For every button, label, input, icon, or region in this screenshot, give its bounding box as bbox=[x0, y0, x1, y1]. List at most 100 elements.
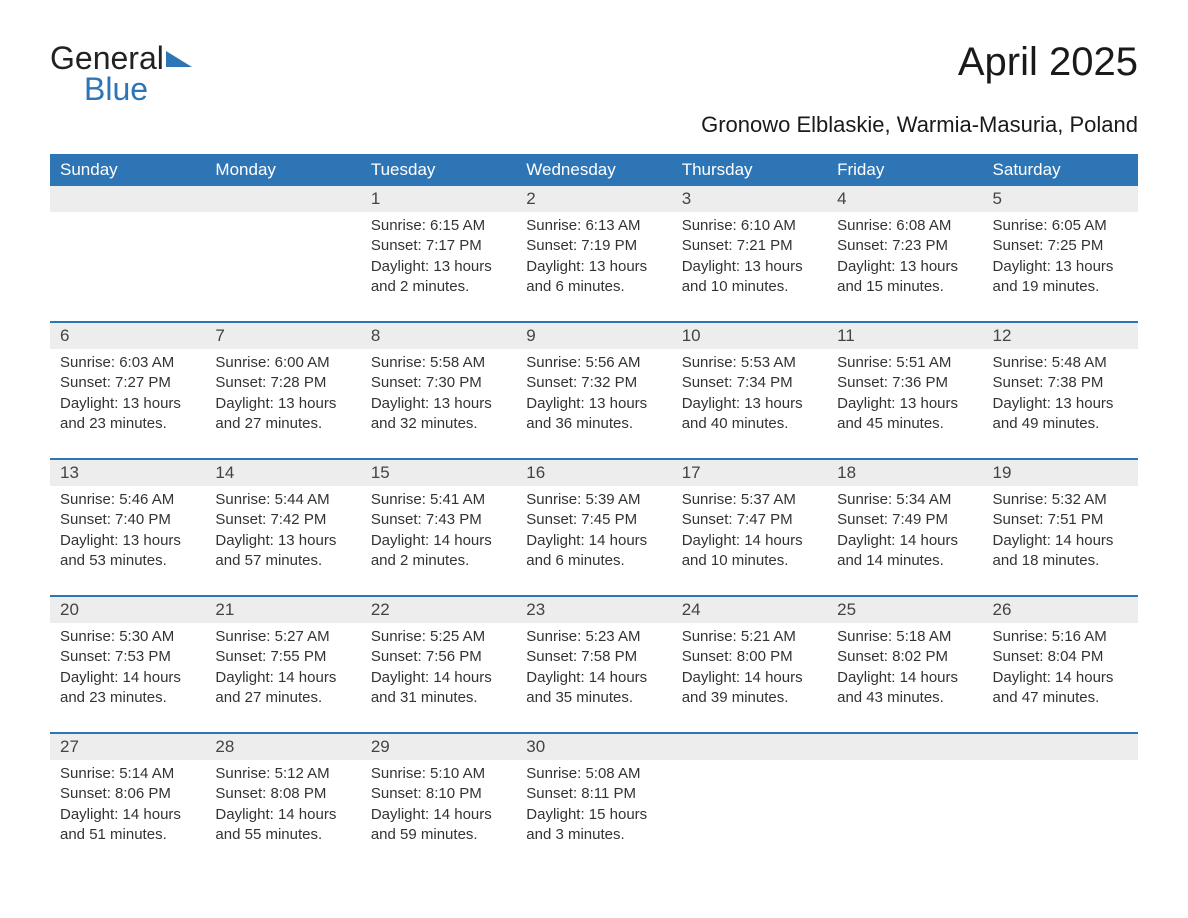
day-data-cell bbox=[983, 760, 1138, 849]
day-number-cell: 21 bbox=[205, 596, 360, 623]
daylight2-text: and 57 minutes. bbox=[215, 551, 350, 571]
page-subtitle: Gronowo Elblaskie, Warmia-Masuria, Polan… bbox=[50, 112, 1138, 138]
daylight1-text: Daylight: 14 hours bbox=[215, 805, 350, 825]
daylight2-text: and 40 minutes. bbox=[682, 414, 817, 434]
weekday-header: Thursday bbox=[672, 154, 827, 186]
day-number-cell bbox=[50, 186, 205, 212]
day-number-cell bbox=[205, 186, 360, 212]
day-data-cell: Sunrise: 6:08 AMSunset: 7:23 PMDaylight:… bbox=[827, 212, 982, 322]
sunset-text: Sunset: 7:34 PM bbox=[682, 373, 817, 393]
daylight2-text: and 45 minutes. bbox=[837, 414, 972, 434]
day-number-row: 13141516171819 bbox=[50, 459, 1138, 486]
daylight2-text: and 27 minutes. bbox=[215, 414, 350, 434]
daylight2-text: and 49 minutes. bbox=[993, 414, 1128, 434]
day-number-row: 27282930 bbox=[50, 733, 1138, 760]
daylight1-text: Daylight: 14 hours bbox=[993, 668, 1128, 688]
day-number-cell: 25 bbox=[827, 596, 982, 623]
daylight2-text: and 3 minutes. bbox=[526, 825, 661, 845]
sunrise-text: Sunrise: 6:00 AM bbox=[215, 353, 350, 373]
day-number-cell: 6 bbox=[50, 322, 205, 349]
daylight2-text: and 43 minutes. bbox=[837, 688, 972, 708]
daylight2-text: and 35 minutes. bbox=[526, 688, 661, 708]
day-data-cell: Sunrise: 5:48 AMSunset: 7:38 PMDaylight:… bbox=[983, 349, 1138, 459]
day-number-cell: 22 bbox=[361, 596, 516, 623]
daylight1-text: Daylight: 13 hours bbox=[837, 257, 972, 277]
daylight2-text: and 51 minutes. bbox=[60, 825, 195, 845]
day-number-cell: 16 bbox=[516, 459, 671, 486]
daylight2-text: and 10 minutes. bbox=[682, 277, 817, 297]
daylight1-text: Daylight: 14 hours bbox=[837, 668, 972, 688]
day-data-cell: Sunrise: 5:10 AMSunset: 8:10 PMDaylight:… bbox=[361, 760, 516, 849]
sunset-text: Sunset: 7:27 PM bbox=[60, 373, 195, 393]
sunrise-text: Sunrise: 6:08 AM bbox=[837, 216, 972, 236]
daylight1-text: Daylight: 14 hours bbox=[526, 668, 661, 688]
daylight1-text: Daylight: 14 hours bbox=[371, 805, 506, 825]
sunset-text: Sunset: 8:10 PM bbox=[371, 784, 506, 804]
sunrise-text: Sunrise: 5:58 AM bbox=[371, 353, 506, 373]
day-data-row: Sunrise: 6:03 AMSunset: 7:27 PMDaylight:… bbox=[50, 349, 1138, 459]
day-data-cell: Sunrise: 5:08 AMSunset: 8:11 PMDaylight:… bbox=[516, 760, 671, 849]
day-number-cell: 26 bbox=[983, 596, 1138, 623]
day-number-cell: 2 bbox=[516, 186, 671, 212]
day-number-cell: 27 bbox=[50, 733, 205, 760]
sunrise-text: Sunrise: 5:39 AM bbox=[526, 490, 661, 510]
sunset-text: Sunset: 7:42 PM bbox=[215, 510, 350, 530]
sunrise-text: Sunrise: 5:56 AM bbox=[526, 353, 661, 373]
sunset-text: Sunset: 7:17 PM bbox=[371, 236, 506, 256]
day-data-cell: Sunrise: 5:34 AMSunset: 7:49 PMDaylight:… bbox=[827, 486, 982, 596]
day-data-cell: Sunrise: 5:37 AMSunset: 7:47 PMDaylight:… bbox=[672, 486, 827, 596]
sunrise-text: Sunrise: 5:51 AM bbox=[837, 353, 972, 373]
daylight2-text: and 2 minutes. bbox=[371, 551, 506, 571]
sunset-text: Sunset: 8:06 PM bbox=[60, 784, 195, 804]
weekday-header: Friday bbox=[827, 154, 982, 186]
sunrise-text: Sunrise: 5:37 AM bbox=[682, 490, 817, 510]
daylight2-text: and 36 minutes. bbox=[526, 414, 661, 434]
day-data-cell: Sunrise: 5:23 AMSunset: 7:58 PMDaylight:… bbox=[516, 623, 671, 733]
daylight1-text: Daylight: 13 hours bbox=[60, 394, 195, 414]
sunset-text: Sunset: 8:02 PM bbox=[837, 647, 972, 667]
sunset-text: Sunset: 7:21 PM bbox=[682, 236, 817, 256]
day-number-cell: 14 bbox=[205, 459, 360, 486]
sunrise-text: Sunrise: 5:27 AM bbox=[215, 627, 350, 647]
day-data-cell: Sunrise: 5:27 AMSunset: 7:55 PMDaylight:… bbox=[205, 623, 360, 733]
daylight1-text: Daylight: 13 hours bbox=[526, 257, 661, 277]
daylight1-text: Daylight: 13 hours bbox=[837, 394, 972, 414]
daylight1-text: Daylight: 14 hours bbox=[371, 531, 506, 551]
sunrise-text: Sunrise: 5:12 AM bbox=[215, 764, 350, 784]
daylight2-text: and 23 minutes. bbox=[60, 414, 195, 434]
sunrise-text: Sunrise: 5:44 AM bbox=[215, 490, 350, 510]
sunset-text: Sunset: 7:47 PM bbox=[682, 510, 817, 530]
daylight2-text: and 32 minutes. bbox=[371, 414, 506, 434]
sunset-text: Sunset: 7:38 PM bbox=[993, 373, 1128, 393]
day-data-cell: Sunrise: 5:32 AMSunset: 7:51 PMDaylight:… bbox=[983, 486, 1138, 596]
sunset-text: Sunset: 8:08 PM bbox=[215, 784, 350, 804]
daylight1-text: Daylight: 14 hours bbox=[682, 668, 817, 688]
day-data-cell: Sunrise: 5:12 AMSunset: 8:08 PMDaylight:… bbox=[205, 760, 360, 849]
weekday-header: Saturday bbox=[983, 154, 1138, 186]
daylight2-text: and 6 minutes. bbox=[526, 277, 661, 297]
daylight2-text: and 23 minutes. bbox=[60, 688, 195, 708]
sunset-text: Sunset: 7:53 PM bbox=[60, 647, 195, 667]
day-number-cell: 11 bbox=[827, 322, 982, 349]
day-data-cell: Sunrise: 5:44 AMSunset: 7:42 PMDaylight:… bbox=[205, 486, 360, 596]
day-number-cell: 19 bbox=[983, 459, 1138, 486]
daylight2-text: and 53 minutes. bbox=[60, 551, 195, 571]
day-data-cell: Sunrise: 6:03 AMSunset: 7:27 PMDaylight:… bbox=[50, 349, 205, 459]
day-number-cell: 5 bbox=[983, 186, 1138, 212]
page-title: April 2025 bbox=[958, 40, 1138, 85]
daylight1-text: Daylight: 13 hours bbox=[371, 394, 506, 414]
day-data-cell: Sunrise: 5:56 AMSunset: 7:32 PMDaylight:… bbox=[516, 349, 671, 459]
day-data-cell: Sunrise: 5:16 AMSunset: 8:04 PMDaylight:… bbox=[983, 623, 1138, 733]
day-number-cell: 3 bbox=[672, 186, 827, 212]
daylight2-text: and 15 minutes. bbox=[837, 277, 972, 297]
daylight1-text: Daylight: 14 hours bbox=[60, 668, 195, 688]
daylight2-text: and 39 minutes. bbox=[682, 688, 817, 708]
day-data-row: Sunrise: 5:30 AMSunset: 7:53 PMDaylight:… bbox=[50, 623, 1138, 733]
day-data-cell: Sunrise: 5:21 AMSunset: 8:00 PMDaylight:… bbox=[672, 623, 827, 733]
day-data-cell bbox=[205, 212, 360, 322]
daylight1-text: Daylight: 14 hours bbox=[837, 531, 972, 551]
day-data-cell: Sunrise: 6:05 AMSunset: 7:25 PMDaylight:… bbox=[983, 212, 1138, 322]
sunrise-text: Sunrise: 5:53 AM bbox=[682, 353, 817, 373]
day-data-cell: Sunrise: 5:53 AMSunset: 7:34 PMDaylight:… bbox=[672, 349, 827, 459]
daylight1-text: Daylight: 14 hours bbox=[371, 668, 506, 688]
